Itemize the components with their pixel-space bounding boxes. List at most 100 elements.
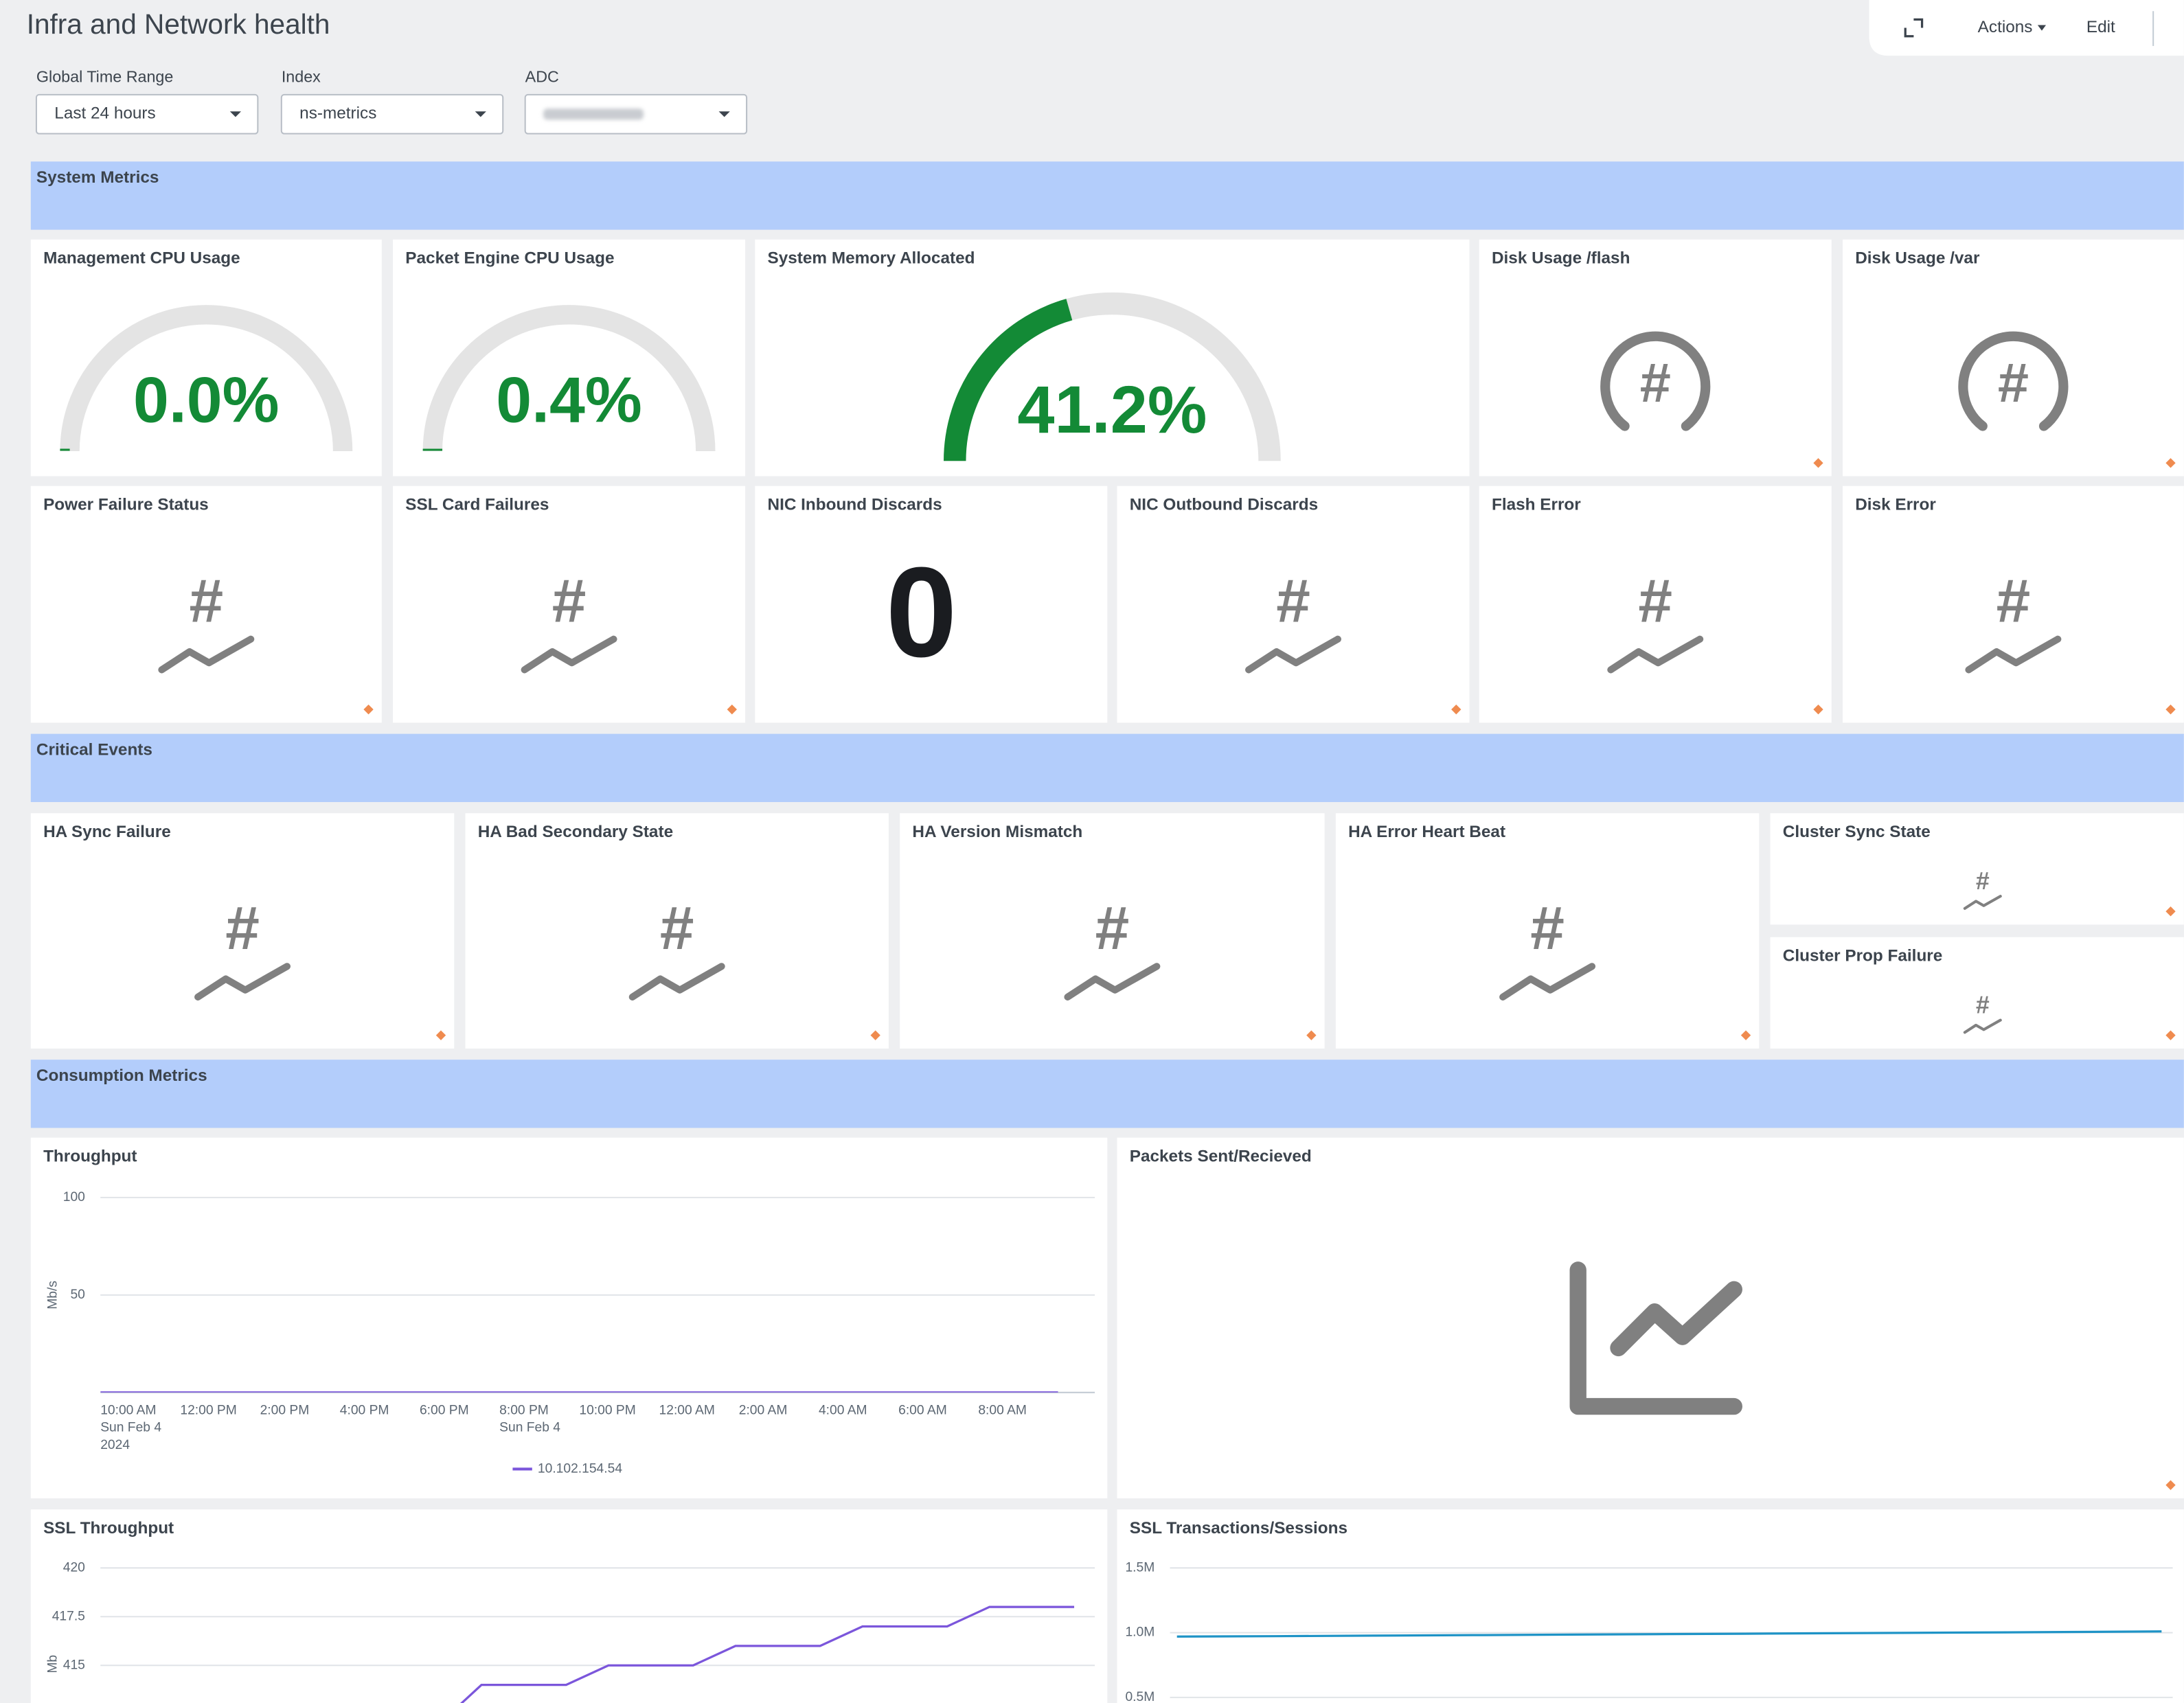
filter-label: Index (282, 68, 321, 86)
y-tick-label: 420 (63, 1560, 85, 1575)
chart-panel (30, 1509, 1108, 1703)
panel (755, 239, 1470, 477)
panel-title: HA Bad Secondary State (478, 823, 673, 841)
trend-icon (1245, 635, 1341, 674)
section-title: Consumption Metrics (36, 1066, 207, 1085)
hash-icon: # (1640, 352, 1671, 414)
trend-icon (628, 963, 725, 1001)
panel (900, 813, 1325, 1049)
trend-icon (158, 635, 255, 674)
panel (30, 813, 455, 1049)
status-indicator (1813, 458, 1823, 468)
y-tick-label: 415 (63, 1658, 85, 1672)
x-tick-label: 6:00 AM (898, 1403, 947, 1417)
legend-label: 10.102.154.54 (538, 1461, 622, 1476)
series-line (459, 1605, 1075, 1703)
panel-title: Management CPU Usage (43, 249, 240, 268)
radial-icon (1958, 331, 2069, 431)
dropdown[interactable] (35, 93, 259, 135)
status-indicator (1740, 1030, 1751, 1040)
panel-title: Packet Engine CPU Usage (405, 249, 614, 268)
x-tick-label: 10:00 PM (579, 1403, 635, 1417)
status-indicator (727, 704, 737, 715)
x-tick-label: 10:00 AM (100, 1403, 156, 1417)
trend-icon (1064, 963, 1161, 1001)
hash-icon: # (225, 893, 260, 962)
x-tick-label: 2:00 PM (260, 1403, 310, 1417)
hash-icon: # (190, 567, 224, 635)
filter-label: ADC (525, 68, 559, 86)
actions-button[interactable]: Actions (1978, 18, 2033, 36)
status-indicator (363, 704, 374, 715)
panel-title: Flash Error (1492, 496, 1581, 514)
x-tick-label: 8:00 AM (978, 1403, 1027, 1417)
edit-button[interactable]: Edit (2086, 18, 2115, 36)
x-tick-label: Sun Feb 4 (499, 1421, 560, 1435)
chart-title: Throughput (43, 1147, 137, 1166)
panel (30, 485, 382, 723)
x-tick-label: 4:00 PM (340, 1403, 389, 1417)
panel-title: SSL Card Failures (405, 496, 549, 514)
panel-title: HA Sync Failure (43, 823, 171, 841)
dropdown[interactable] (280, 93, 504, 135)
panel (1335, 813, 1760, 1049)
toolbar (1869, 0, 2184, 56)
gauge-value: 41.2% (1017, 372, 1207, 447)
trend-icon (1965, 635, 2062, 674)
x-tick-label: 12:00 AM (659, 1403, 715, 1417)
chart-panel (1117, 1509, 2184, 1703)
x-tick-label: Sun Feb 4 (100, 1421, 161, 1435)
x-tick-label: 12:00 PM (180, 1403, 236, 1417)
panel-title: Cluster Prop Failure (1783, 947, 1943, 965)
panel (1117, 485, 1470, 723)
panel-title: Disk Usage /var (1855, 249, 1980, 268)
panel (1479, 485, 1832, 723)
panel-title: Packets Sent/Recieved (1130, 1147, 1312, 1166)
fullscreen-button[interactable] (1904, 18, 1924, 38)
section-title: Critical Events (36, 740, 152, 759)
panel-title: HA Version Mismatch (912, 823, 1082, 841)
hash-icon: # (552, 567, 587, 635)
trend-icon (1499, 963, 1596, 1001)
y-tick-label: 417.5 (52, 1609, 85, 1623)
panel (1770, 813, 2184, 925)
panel (393, 239, 746, 477)
empty-chart-icon (1569, 1261, 1742, 1415)
panel (1842, 239, 2184, 477)
trend-icon (521, 635, 617, 674)
y-tick-label: 1.5M (1125, 1560, 1154, 1575)
filter-label: Global Time Range (36, 68, 173, 86)
hash-icon: # (1997, 567, 2031, 635)
radial-icon (1600, 331, 1711, 431)
trend-icon (1607, 635, 1704, 674)
y-axis-label: Mb/s (45, 1281, 60, 1310)
panel (1842, 485, 2184, 723)
dropdown-caret (229, 111, 242, 117)
dashboard-title: Infra and Network health (27, 8, 330, 40)
hash-icon: # (1976, 992, 1990, 1019)
blurred-value (543, 108, 644, 120)
hash-icon: # (660, 893, 694, 962)
panel-title: NIC Outbound Discards (1130, 496, 1318, 514)
panel (1479, 239, 1832, 477)
gauge-value: 0.4% (496, 365, 642, 436)
trend-icon (1963, 895, 2002, 910)
panel (393, 485, 746, 723)
panel-title: Disk Usage /flash (1492, 249, 1630, 268)
x-tick-label: 2024 (100, 1438, 130, 1452)
x-tick-label: 4:00 AM (819, 1403, 867, 1417)
dropdown-caret (718, 111, 730, 117)
dropdown-value: Last 24 hours (54, 104, 155, 123)
trend-icon (194, 963, 291, 1001)
series-line (1176, 1630, 2162, 1638)
hash-icon: # (1530, 893, 1565, 962)
panel (755, 485, 1108, 723)
section-band (30, 161, 2184, 230)
dropdown-value: ns-metrics (299, 104, 376, 123)
y-tick-label: 100 (63, 1190, 85, 1204)
panel-title: System Memory Allocated (768, 249, 975, 268)
gauge-fill (944, 299, 1073, 461)
panel-title: HA Error Heart Beat (1348, 823, 1505, 841)
section-title: System Metrics (36, 168, 159, 187)
